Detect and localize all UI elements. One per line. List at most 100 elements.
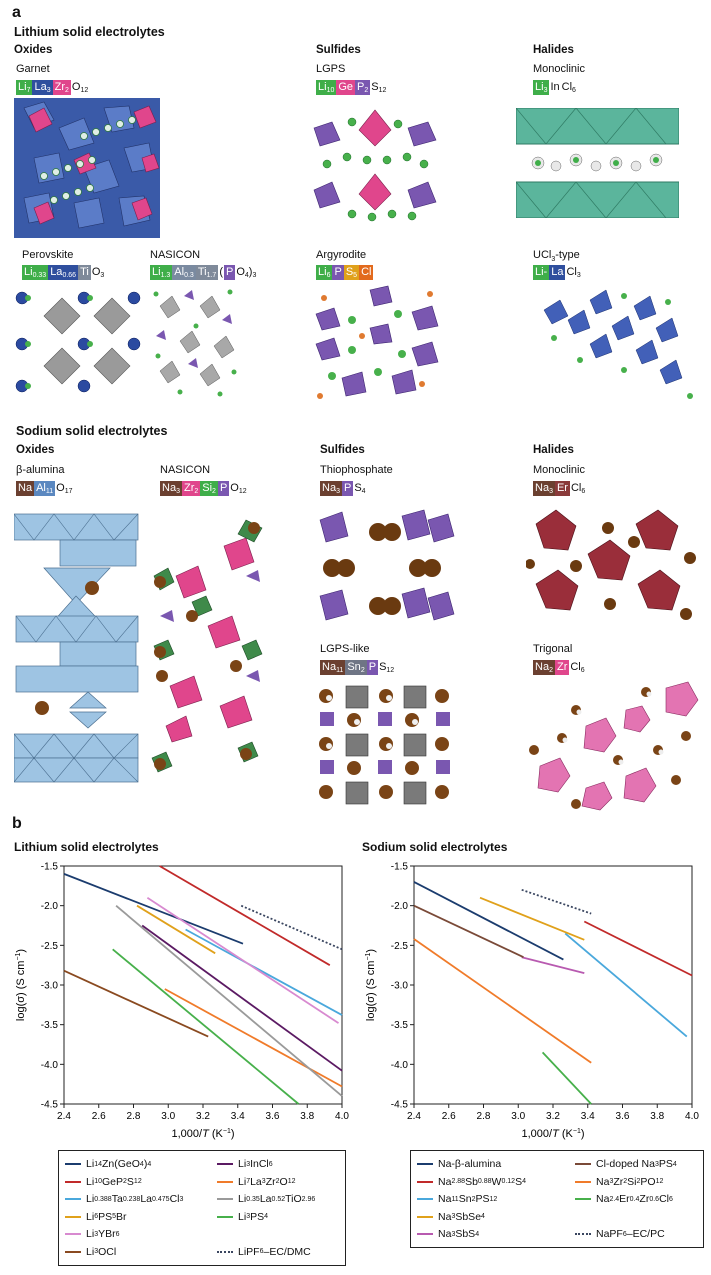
li-halides-title: Halides [533,44,574,56]
x-tick-label: 2.6 [92,1111,106,1122]
x-tick-label: 3.4 [581,1111,595,1122]
perovskite-label: Perovskite [22,249,74,261]
ucl3-structure [543,289,693,399]
na-halides-title: Halides [533,444,574,456]
legend-swatch [417,1198,433,1200]
legend-swatch [65,1198,81,1200]
trigonal-formula: Na 2 Zr Cl 6 [533,660,585,675]
x-tick-label: 3.2 [546,1111,560,1122]
x-tick-label: 3.2 [196,1111,210,1122]
na-conductivity-chart: 2.4 2.6 2.8 3.0 3.2 3.4 3.6 3.8 4.0 -1.5 -2.0 -2.5 -… [365,862,699,1141]
x-tick-label: 2.4 [57,1111,71,1122]
x-tick-label: 2.8 [477,1111,491,1122]
legend-swatch [65,1250,81,1253]
li-chart-title: Lithium solid electrolytes [14,840,159,854]
li-nasicon-structure [153,289,237,397]
na-oxides-title: Oxides [16,444,55,456]
legend-swatch [575,1180,591,1183]
x-axis-label: 1,000/T (K−1) [171,1128,234,1140]
na-nasicon-formula: Na 3 Zr 2 Si 2 P O 12 [160,481,247,496]
x-tick-label: 3.6 [266,1111,280,1122]
legend-item: NaPF 6 –EC/PC [575,1227,665,1241]
legend-item: Na 3 Zr 2 Si 2 PO 12 [575,1175,663,1189]
trigonal-label: Trigonal [533,643,573,655]
x-tick-label: 4.0 [335,1111,349,1122]
beta-alumina-formula: Na Al 11 O 17 [16,481,73,496]
plot-area [63,865,343,1105]
x-tick-label: 4.0 [685,1111,699,1122]
legend-swatch [65,1180,81,1183]
na-nasicon-structure [151,519,263,773]
y-tick-label: -2.0 [391,901,409,912]
legend-item: Na 3 SbSe 4 [417,1210,485,1224]
lgps-like-formula: Na 11 Sn 2 P S 12 [320,660,395,675]
x-tick-label: 2.8 [127,1111,141,1122]
legend-item: Na 11 Sn 2 PS 12 [417,1192,497,1206]
trigonal-structure [529,681,699,811]
ucl3-label: UCl3-type [533,249,580,264]
legend-item: Li 0.35 La 0.52 TiO 2.96 [217,1192,315,1206]
legend-item: Li 3 OCl [65,1245,116,1259]
legend-swatch [417,1180,433,1183]
legend-item: Cl-doped Na 3 PS 4 [575,1157,677,1171]
beta-alumina-label: β-alumina [16,464,65,476]
lithium-section-title: Lithium solid electrolytes [14,25,165,39]
li-nasicon-label: NASICON [150,249,201,261]
legend-swatch [65,1233,81,1235]
legend-swatch [575,1198,591,1200]
na-chart-legend: Na-β-alumina Cl-doped Na 3 PS 4 Na 2.88 Sb 0.88 W… [410,1150,704,1248]
y-tick-label: -4.5 [41,1100,59,1111]
li-monoclinic-structure [516,108,679,218]
lgps-structure [313,109,437,222]
argyrodite-formula: Li 6 P S 5 Cl [316,265,374,280]
y-tick-label: -1.5 [41,862,59,873]
lgps-label: LGPS [316,63,346,75]
y-tick-label: -3.5 [391,1020,409,1031]
y-tick-label: -4.0 [41,1060,59,1071]
perovskite-structure [15,291,141,393]
legend-swatch [575,1233,591,1235]
y-tick-label: -2.0 [41,901,59,912]
na-monoclinic-structure [526,509,696,620]
li3incl6-formula: Li 3 In Cl 6 [533,80,576,95]
legend-item: Li 3 InCl 6 [217,1157,273,1171]
x-tick-label: 3.6 [616,1111,630,1122]
legend-item: Na 2.4 Er 0.4 Zr 0.6 Cl 6 [575,1192,673,1206]
legend-item: Li 7 La 3 Zr 2 O 12 [217,1175,295,1189]
ucl3-formula: Li- La Cl 3 [533,265,581,280]
legend-item: Li 14 Zn(GeO 4) 4 [65,1157,151,1171]
argyrodite-structure [315,285,439,399]
y-tick-label: -2.5 [391,941,409,952]
li-chart-legend: Li 14 Zn(GeO 4) 4 Li 3 InCl 6 Li 10 GeP 2 S 12 Li 7 La 3 Zr… [58,1150,346,1266]
lgps-formula: Li 10 Ge P 2 S 12 [316,80,387,95]
perovskite-formula: Li 0.33 La 0.66 Ti O 3 [22,265,105,280]
y-tick-label: -4.5 [391,1100,409,1111]
na-sulfides-title: Sulfides [320,444,365,456]
na-nasicon-label: NASICON [160,464,211,476]
legend-swatch [217,1163,233,1165]
x-tick-label: 2.6 [442,1111,456,1122]
legend-swatch [417,1215,433,1218]
legend-item: Li 10 GeP 2 S 12 [65,1175,142,1189]
y-tick-label: -3.0 [391,981,409,992]
thiophosphate-label: Thiophosphate [320,464,393,476]
x-tick-label: 3.8 [300,1111,314,1122]
li-nasicon-formula: Li 1.3 Al 0.3 Ti 1.7(P O 4) 3 [150,265,257,280]
panel-b-label: b [12,815,22,832]
panel-a-label: a [12,4,21,21]
legend-item: LiPF 6 –EC/DMC [217,1245,311,1259]
